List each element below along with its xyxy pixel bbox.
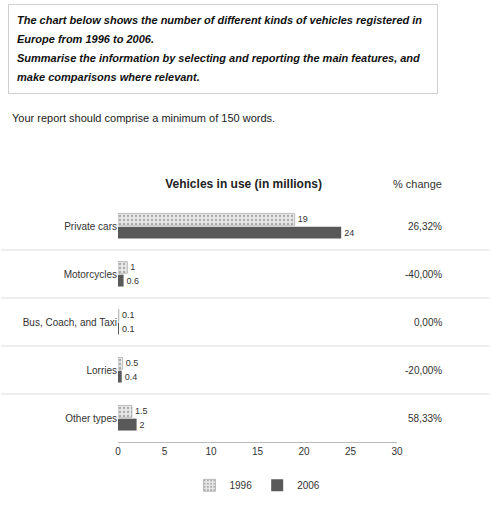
svg-text:1996: 1996 xyxy=(230,480,253,491)
svg-text:Lorries: Lorries xyxy=(86,365,117,376)
svg-text:19: 19 xyxy=(298,214,308,224)
svg-text:Motorcycles: Motorcycles xyxy=(64,269,117,280)
svg-text:0.4: 0.4 xyxy=(125,372,138,382)
svg-text:0: 0 xyxy=(115,446,121,457)
svg-text:25: 25 xyxy=(345,446,357,457)
svg-text:Other types: Other types xyxy=(65,413,117,424)
svg-text:0.1: 0.1 xyxy=(122,310,135,320)
svg-text:Bus, Coach, and Taxi: Bus, Coach, and Taxi xyxy=(23,317,117,328)
svg-text:0.5: 0.5 xyxy=(126,358,139,368)
svg-text:0.6: 0.6 xyxy=(127,276,140,286)
svg-text:-40,00%: -40,00% xyxy=(405,269,442,280)
html-text:Your report should comprise a: Your report should comprise a minimum of… xyxy=(12,112,276,124)
svg-text:1: 1 xyxy=(130,262,135,272)
svg-text:30: 30 xyxy=(391,446,403,457)
svg-text:-20,00%: -20,00% xyxy=(405,365,442,376)
svg-text:26,32%: 26,32% xyxy=(408,221,442,232)
svg-text:10: 10 xyxy=(205,446,217,457)
svg-text:2006: 2006 xyxy=(297,480,320,491)
svg-text:20: 20 xyxy=(298,446,310,457)
svg-text:Private cars: Private cars xyxy=(64,221,117,232)
html-text:Summarise the information by s: Summarise the information by selecting a… xyxy=(17,52,420,83)
svg-text:2: 2 xyxy=(140,420,145,430)
svg-text:58,33%: 58,33% xyxy=(408,413,442,424)
svg-text:0,00%: 0,00% xyxy=(414,317,442,328)
svg-text:24: 24 xyxy=(344,228,354,238)
svg-text:1.5: 1.5 xyxy=(135,406,148,416)
svg-text:0.1: 0.1 xyxy=(122,324,135,334)
html-text:The chart below shows the numb: The chart below shows the number of diff… xyxy=(17,14,422,45)
svg-text:15: 15 xyxy=(252,446,264,457)
svg-text:5: 5 xyxy=(162,446,168,457)
svg-text:Vehicles in use (in millions): Vehicles in use (in millions) xyxy=(165,177,322,191)
svg-text:% change: % change xyxy=(393,178,442,190)
